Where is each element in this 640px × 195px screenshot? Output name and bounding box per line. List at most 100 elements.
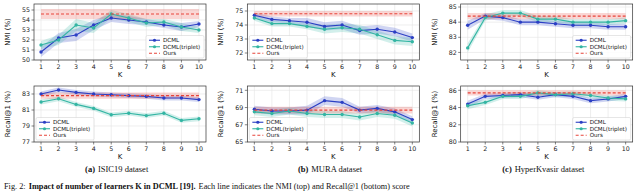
point [624, 19, 627, 22]
tick [32, 30, 35, 31]
legend-label: Ours [53, 132, 66, 138]
tick-label: 8 [589, 145, 593, 152]
legend-marker [256, 39, 259, 42]
tick-label: 65 [235, 138, 243, 145]
tick-label: 7 [358, 145, 362, 152]
point [92, 26, 95, 29]
tick-label: 2 [57, 145, 61, 152]
tick-label: 84 [449, 18, 457, 25]
point [554, 22, 557, 25]
series-line [468, 13, 626, 48]
tick-label: 83 [22, 90, 30, 97]
tick [458, 37, 461, 38]
caption-text: Each line indicates the NMI (top) and Re… [199, 182, 410, 191]
tick-label: 9 [606, 145, 610, 152]
point [358, 28, 361, 31]
point [74, 33, 77, 36]
tick-label: 5 [536, 145, 540, 152]
tick [32, 50, 35, 51]
point [127, 112, 130, 115]
y-axis-label: Recall@1 (%) [431, 90, 439, 137]
point [74, 23, 77, 26]
point [393, 39, 396, 42]
std-band [254, 11, 412, 17]
plot-background [461, 4, 633, 60]
tick [32, 142, 35, 143]
legend-label: Ours [590, 132, 603, 138]
legend-label: Ours [590, 50, 603, 56]
y-axis-label: NMI (%) [217, 18, 225, 46]
tick-label: 10 [622, 63, 630, 70]
tick [32, 126, 35, 127]
point [39, 100, 42, 103]
tick-label: 1 [466, 145, 470, 152]
series-line [254, 15, 412, 37]
tick-label: 4 [518, 145, 522, 152]
point [57, 88, 60, 91]
panel-label: (b)MURA dataset [298, 164, 363, 174]
point [127, 16, 130, 19]
tick-label: 69 [235, 104, 243, 111]
point [180, 25, 183, 28]
series-line [254, 101, 412, 120]
tick-label: 2 [57, 63, 61, 70]
data-area [466, 10, 627, 52]
point [554, 17, 557, 20]
plot-background [34, 4, 206, 60]
tick-label: 4 [305, 145, 309, 152]
point [393, 114, 396, 117]
tick-label: 51 [22, 46, 30, 53]
tick-label: 67 [235, 121, 243, 128]
point [323, 113, 326, 116]
legend-swatch [252, 53, 263, 54]
tick-label: 82 [449, 49, 457, 56]
legend-box [36, 118, 94, 141]
tick-label: 6 [127, 63, 131, 70]
tick-label: 5 [536, 63, 540, 70]
point [466, 23, 469, 26]
point [162, 20, 165, 23]
tick-label: 2 [483, 63, 487, 70]
panel-tag: (c) [502, 164, 512, 174]
legend-label: DCML [53, 119, 70, 125]
point [180, 119, 183, 122]
series-line [41, 14, 199, 45]
point [145, 21, 148, 24]
tick-label: 9 [179, 145, 183, 152]
plot-frame [247, 86, 419, 142]
point [74, 91, 77, 94]
legend-box [146, 36, 204, 59]
tick-label: 4 [518, 63, 522, 70]
subplot: 50515253545512345678910KNMI (%)DCMLDCML(… [4, 4, 206, 79]
tick-label: 50 [22, 56, 30, 63]
tick-label: 8 [375, 63, 379, 70]
legend-box [573, 118, 631, 141]
data-area [466, 90, 627, 109]
point [519, 20, 522, 23]
tick-label: 6 [340, 63, 344, 70]
legend-label: DCML [266, 119, 283, 125]
legend-marker [256, 45, 259, 48]
y-axis-label: Recall@1 (%) [4, 90, 12, 137]
legend-label: Ours [266, 50, 279, 56]
point [253, 16, 256, 19]
tick-label: 5 [323, 145, 327, 152]
series-line [468, 16, 626, 27]
tick-label: 3 [74, 145, 78, 152]
tick-label: 6 [127, 145, 131, 152]
tick-label: 6 [553, 63, 557, 70]
plot-background [34, 86, 206, 142]
tick-label: 84 [449, 104, 457, 111]
tick-label: 1 [252, 63, 256, 70]
plot-frame [34, 86, 206, 142]
tick-label: 3 [287, 145, 291, 152]
legend-label: DCML [266, 37, 283, 43]
point [606, 96, 609, 99]
tick [32, 10, 35, 11]
grid-line [247, 90, 419, 91]
tick-label: 9 [179, 63, 183, 70]
tick-label: 1 [252, 145, 256, 152]
point [589, 23, 592, 26]
tick [32, 40, 35, 41]
point [376, 112, 379, 115]
